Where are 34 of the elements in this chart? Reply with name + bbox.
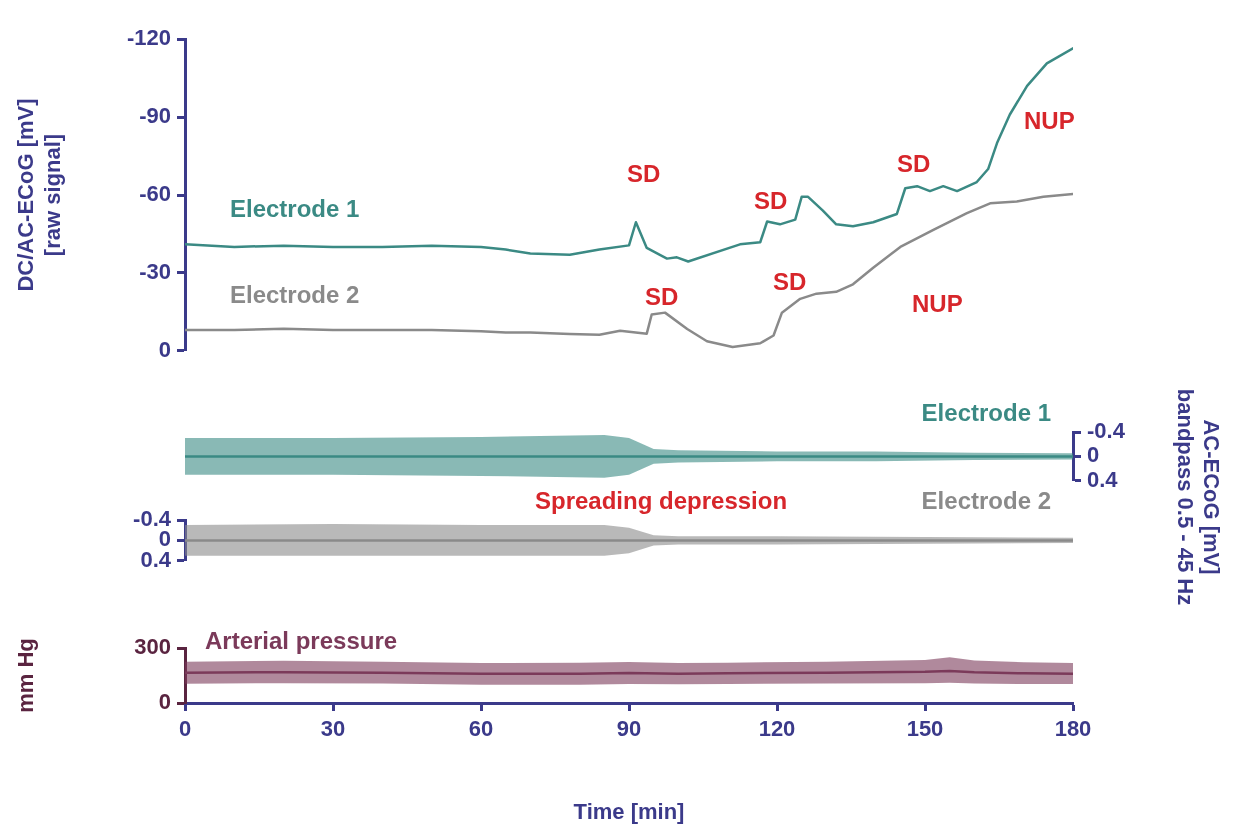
y-axis-title: mm Hg: [13, 638, 39, 713]
y2-tick-label: -0.4: [1087, 418, 1126, 444]
x-tick-label: 30: [320, 716, 346, 742]
y-tick-label: 300: [134, 634, 171, 660]
y2-axis-title: AC-ECoG [mV] bandpass 0.5 - 45 Hz: [1172, 388, 1225, 606]
y-tick-label: -120: [126, 25, 171, 51]
annotation: SD: [773, 268, 807, 296]
y-tick-label: 0: [158, 336, 171, 362]
text: Spreading depression: [535, 487, 788, 515]
x-tick-label: 180: [1054, 716, 1092, 742]
annotation: SD: [645, 283, 679, 311]
x-tick-label: 90: [616, 716, 642, 742]
y-axis-title: DC/AC-ECoG [mV] [raw signal]: [13, 98, 65, 292]
y-tick-label: -90: [139, 103, 171, 129]
y-tick-label: -60: [139, 181, 171, 207]
x-tick-label: 120: [758, 716, 796, 742]
x-axis-title: Time [min]: [573, 798, 685, 824]
annotation: NUP: [1024, 107, 1075, 135]
series-label: Electrode 1: [230, 194, 360, 222]
annotation: NUP: [912, 290, 963, 318]
x-tick-label: 60: [468, 716, 494, 742]
y-tick-label: -30: [139, 258, 171, 284]
series-label: Electrode 2: [230, 280, 360, 308]
y-tick-label: 0: [158, 689, 171, 715]
annotation: SD: [754, 187, 788, 215]
x-tick-label: 0: [178, 716, 192, 742]
series-label: Electrode 2: [921, 486, 1051, 514]
annotation: SD: [627, 160, 661, 188]
annotation: SD: [897, 150, 931, 178]
y2-tick-label: 0.4: [1087, 466, 1119, 492]
y2-tick-label: 0: [1087, 442, 1100, 468]
series-label: Electrode 1: [921, 398, 1051, 426]
series-label: Arterial pressure: [205, 626, 398, 654]
x-tick-label: 150: [906, 716, 944, 742]
